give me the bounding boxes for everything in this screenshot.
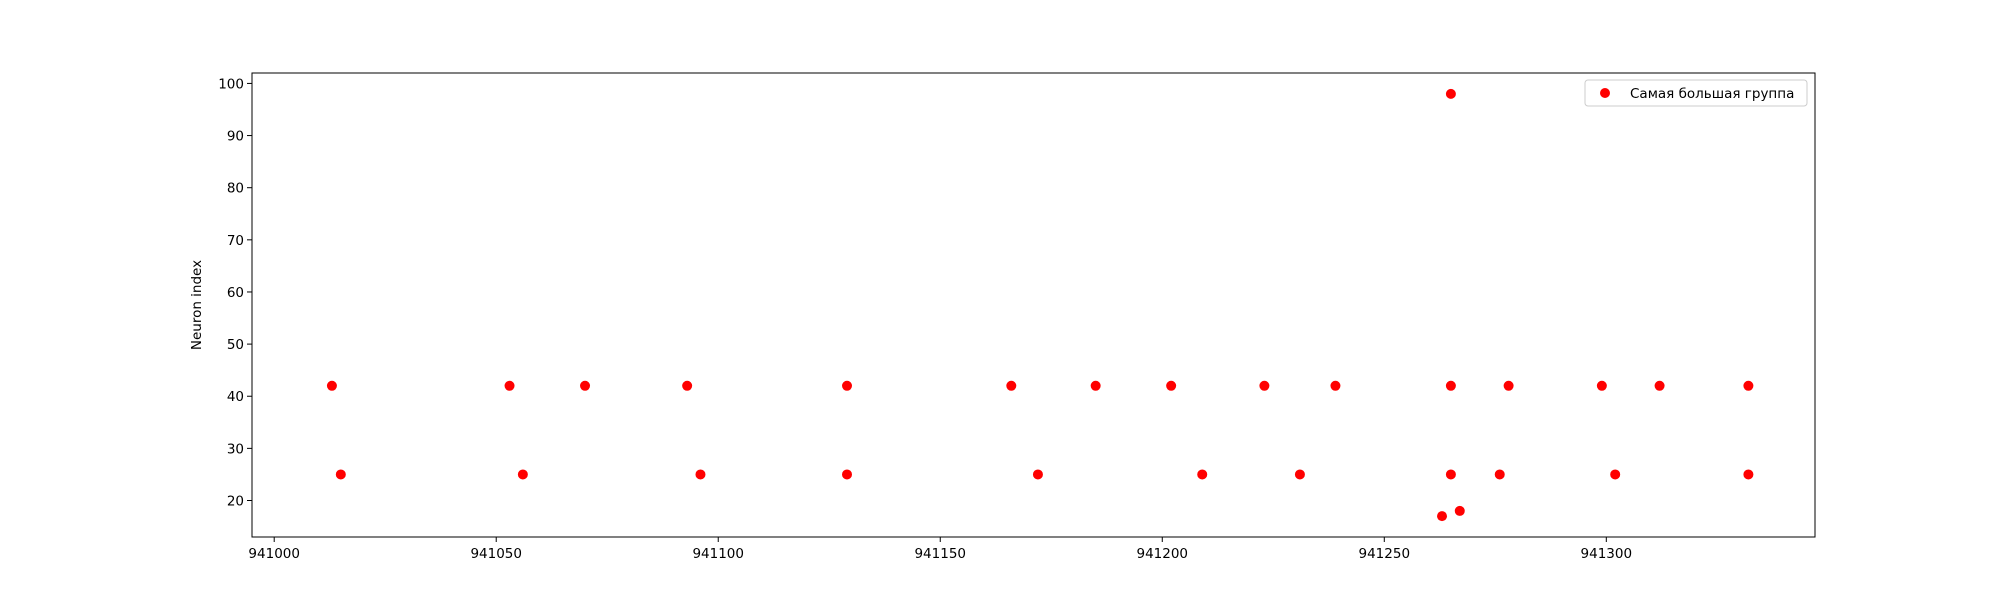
data-point xyxy=(1743,380,1754,391)
data-point xyxy=(1610,469,1621,480)
data-point xyxy=(1596,380,1607,391)
x-tick-label: 941200 xyxy=(1136,546,1188,562)
data-point xyxy=(1330,380,1341,391)
x-tick-label: 941150 xyxy=(914,546,966,562)
y-tick-label: 70 xyxy=(227,233,244,249)
y-tick-label: 80 xyxy=(227,181,244,197)
y-tick-label: 50 xyxy=(227,337,244,353)
legend-marker xyxy=(1600,88,1610,98)
ticks-layer: 941000 941050 941100 941150 941200 941250 9413… xyxy=(218,76,1632,562)
legend-box xyxy=(1584,79,1808,107)
x-tick-label: 941300 xyxy=(1581,546,1633,562)
data-point xyxy=(1494,469,1505,480)
data-point xyxy=(1445,380,1456,391)
data-point xyxy=(695,469,706,480)
data-point xyxy=(1654,380,1665,391)
data-point xyxy=(504,380,515,391)
data-point xyxy=(335,469,346,480)
data-point xyxy=(580,380,591,391)
y-tick-label: 20 xyxy=(227,494,244,510)
y-tick-label: 30 xyxy=(227,441,244,457)
y-tick-label: 60 xyxy=(227,285,244,301)
y-tick-label: 90 xyxy=(227,129,244,145)
data-point xyxy=(1503,380,1514,391)
x-tick-label: 941000 xyxy=(248,546,300,562)
data-point xyxy=(1090,380,1101,391)
data-point xyxy=(1259,380,1270,391)
legend: Самая большая группа xyxy=(1584,79,1808,107)
x-tick-label: 941250 xyxy=(1359,546,1411,562)
data-point xyxy=(682,380,693,391)
data-point xyxy=(1743,469,1754,480)
legend-label: Самая большая группа xyxy=(1630,86,1794,102)
data-point xyxy=(1032,469,1043,480)
data-point xyxy=(1437,511,1448,522)
data-point xyxy=(517,469,528,480)
data-point xyxy=(1166,380,1177,391)
data-point xyxy=(1445,88,1456,99)
x-tick-label: 941050 xyxy=(470,546,522,562)
data-point xyxy=(1445,469,1456,480)
data-point xyxy=(842,380,853,391)
data-point xyxy=(326,380,337,391)
data-point xyxy=(1294,469,1305,480)
data-point xyxy=(1197,469,1208,480)
x-tick-label: 941100 xyxy=(692,546,744,562)
data-point xyxy=(1454,505,1465,516)
data-point xyxy=(842,469,853,480)
y-tick-label: 40 xyxy=(227,389,244,405)
points-layer xyxy=(326,88,1754,522)
y-axis-label: Neuron index xyxy=(189,260,205,350)
data-point xyxy=(1006,380,1017,391)
plot-frame xyxy=(251,72,1816,538)
y-tick-label: 100 xyxy=(218,76,244,92)
